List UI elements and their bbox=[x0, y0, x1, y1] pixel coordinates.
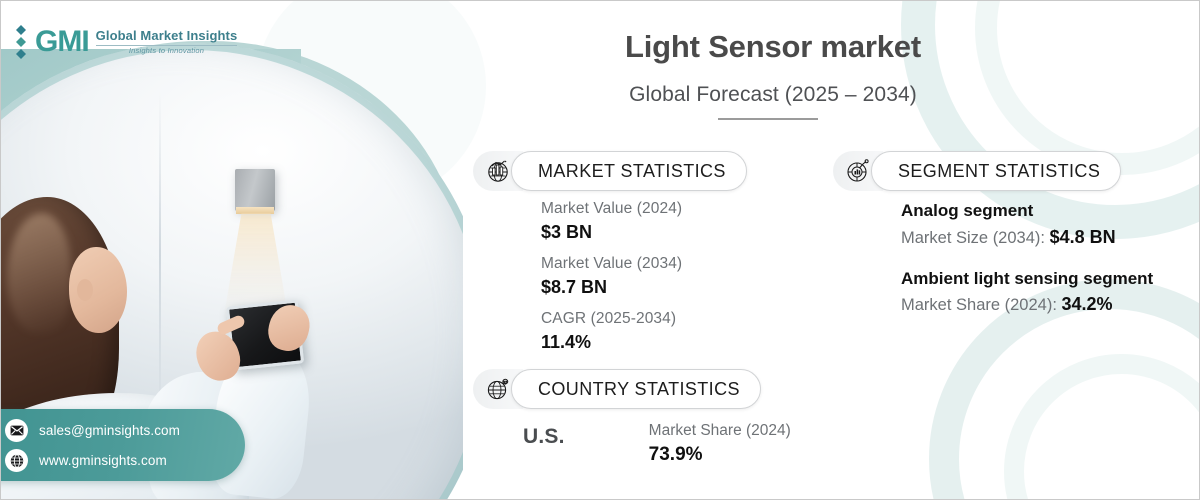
gmi-logo[interactable]: GMI Global Market Insights Insights to I… bbox=[15, 25, 238, 59]
country-metric: Market Share (2024) 73.9% bbox=[649, 421, 791, 469]
logo-diamonds-icon bbox=[15, 25, 28, 59]
envelope-icon bbox=[5, 419, 28, 442]
market-row-label: Market Value (2034) bbox=[541, 255, 683, 273]
wall-light-fixture bbox=[235, 169, 275, 211]
market-row-value: $8.7 BN bbox=[541, 277, 608, 298]
person-hair-highlight bbox=[7, 213, 71, 333]
contact-email-text: sales@gminsights.com bbox=[39, 423, 181, 438]
segment-statistics-header: SEGMENT STATISTICS bbox=[833, 151, 1122, 191]
segment-statistics-body: Analog segment Market Size (2034): $4.8 … bbox=[901, 199, 1153, 318]
page-title: Light Sensor market bbox=[625, 29, 921, 64]
logo-mark-text: GMI bbox=[35, 25, 90, 58]
market-statistics-body: Market Value (2024) $3 BN Market Value (… bbox=[541, 199, 682, 364]
hero-photo: sales@gminsights.com www.gminsights.com bbox=[1, 1, 463, 499]
market-row-label: Market Value (2024) bbox=[541, 200, 683, 217]
globe-icon bbox=[5, 449, 28, 472]
page-subtitle: Global Forecast (2025 – 2034) bbox=[629, 83, 917, 106]
logo-divider bbox=[95, 45, 238, 47]
segment-spacer bbox=[901, 251, 1153, 267]
market-row-label: CAGR (2025-2034) bbox=[541, 310, 677, 328]
segment-metric-value: 34.2% bbox=[1061, 294, 1113, 315]
segment-metric: Market Share (2024): 34.2% bbox=[901, 291, 1153, 318]
market-statistics-label: MARKET STATISTICS bbox=[511, 151, 747, 191]
segment-statistics-label: SEGMENT STATISTICS bbox=[871, 151, 1122, 191]
country-metric-value: 73.9% bbox=[648, 443, 703, 465]
person-ear bbox=[77, 279, 93, 301]
contact-website-text: www.gminsights.com bbox=[39, 453, 167, 468]
country-statistics-header: COUNTRY STATISTICS bbox=[473, 369, 761, 409]
segment-metric-label: Market Share (2024): bbox=[901, 296, 1062, 315]
country-statistics-label: COUNTRY STATISTICS bbox=[511, 369, 761, 409]
logo-wordmark: Global Market Insights Insights to Innov… bbox=[95, 27, 238, 56]
photo-wall-seam bbox=[159, 91, 161, 421]
contact-pill: sales@gminsights.com www.gminsights.com bbox=[1, 409, 245, 481]
contact-website-row[interactable]: www.gminsights.com bbox=[5, 449, 167, 472]
content-area: Light Sensor market Global Forecast (202… bbox=[463, 1, 1199, 499]
country-name: U.S. bbox=[523, 425, 565, 448]
logo-tagline: Insights to Innovation bbox=[128, 46, 205, 56]
wall-light-glow-strip bbox=[236, 207, 274, 214]
segment-metric: Market Size (2034): $4.8 BN bbox=[901, 224, 1153, 251]
market-statistics-header: MARKET STATISTICS bbox=[473, 151, 747, 191]
photo-disc-rim bbox=[1, 43, 463, 499]
segment-metric-value: $4.8 BN bbox=[1049, 226, 1116, 247]
country-statistics-body: U.S. Market Share (2024) 73.9% bbox=[523, 421, 791, 469]
market-row-value: $3 BN bbox=[541, 221, 593, 242]
segment-name: Analog segment bbox=[901, 201, 1034, 220]
segment-metric-label: Market Size (2034): bbox=[901, 228, 1050, 247]
country-metric-label: Market Share (2024) bbox=[648, 422, 791, 439]
logo-company-name: Global Market Insights bbox=[95, 27, 238, 43]
title-divider bbox=[718, 118, 818, 120]
segment-name: Ambient light sensing segment bbox=[901, 268, 1154, 288]
market-row-value: 11.4% bbox=[541, 332, 592, 353]
contact-email-row[interactable]: sales@gminsights.com bbox=[5, 419, 180, 442]
